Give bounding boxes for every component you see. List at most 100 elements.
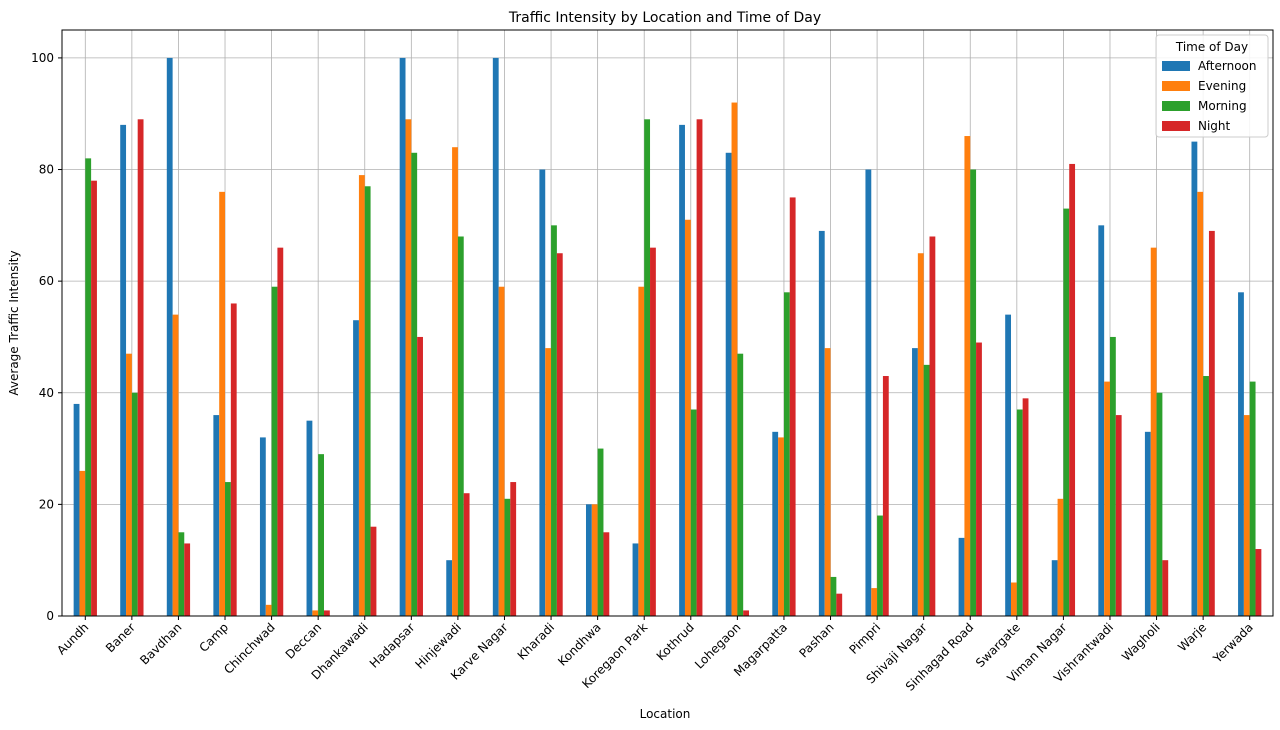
bar-afternoon-15: [772, 431, 779, 616]
bar-night-9: [510, 482, 517, 616]
bars-layer: [73, 57, 1262, 617]
bar-afternoon-1: [120, 124, 127, 616]
bar-night-0: [91, 180, 97, 616]
bar-morning-14: [737, 353, 744, 616]
bar-afternoon-16: [818, 230, 825, 616]
bar-morning-8: [457, 236, 464, 616]
bar-morning-5: [318, 454, 324, 616]
y-tick-label: 100: [31, 51, 54, 65]
bar-night-2: [184, 543, 191, 616]
x-tick-label: Pashan: [796, 620, 836, 660]
bar-afternoon-19: [958, 537, 965, 616]
bar-night-8: [463, 493, 470, 616]
legend-swatch-afternoon: [1162, 61, 1190, 71]
bar-morning-19: [970, 169, 977, 616]
bar-morning-1: [131, 392, 138, 616]
bar-night-11: [603, 532, 610, 616]
bar-night-15: [789, 197, 796, 616]
x-tick-label: Yerwada: [1210, 620, 1256, 666]
bar-night-23: [1162, 560, 1169, 616]
bar-morning-6: [364, 186, 371, 616]
bar-evening-12: [638, 286, 645, 616]
x-tick-label: Wagholi: [1119, 620, 1163, 664]
x-tick-label: Kharadi: [515, 620, 557, 662]
x-tick-label: Aundh: [54, 620, 91, 657]
bar-evening-20: [1011, 582, 1017, 616]
bar-evening-2: [172, 314, 179, 616]
bar-afternoon-9: [492, 57, 499, 616]
bar-evening-17: [871, 588, 878, 616]
x-tick-label: Kondhwa: [555, 620, 604, 669]
bar-afternoon-7: [399, 57, 406, 616]
bar-evening-6: [358, 175, 365, 616]
chart-title: Traffic Intensity by Location and Time o…: [508, 10, 821, 26]
x-tick-label: Pimpri: [847, 620, 884, 657]
bar-morning-0: [85, 158, 92, 616]
bar-morning-21: [1063, 208, 1070, 617]
plot-frame: [61, 29, 1274, 617]
bar-afternoon-12: [632, 543, 639, 616]
bar-evening-18: [917, 253, 924, 616]
bar-afternoon-2: [166, 57, 173, 616]
bar-night-22: [1115, 415, 1122, 616]
legend-label-evening: Evening: [1198, 79, 1246, 93]
bar-night-14: [743, 610, 750, 616]
bar-evening-13: [684, 219, 691, 616]
bar-night-25: [1255, 549, 1262, 616]
bar-afternoon-6: [353, 320, 359, 616]
bar-night-1: [137, 119, 144, 617]
bar-morning-2: [178, 532, 185, 616]
bar-night-20: [1022, 398, 1029, 616]
bar-night-5: [323, 610, 330, 616]
bar-evening-19: [964, 136, 971, 617]
bar-morning-12: [644, 119, 651, 617]
bar-morning-9: [504, 498, 511, 616]
bar-morning-4: [271, 286, 278, 616]
bar-night-17: [882, 376, 889, 616]
bar-night-3: [230, 303, 237, 616]
bar-afternoon-5: [306, 420, 313, 616]
bar-morning-20: [1016, 409, 1023, 616]
bar-evening-5: [312, 610, 319, 616]
bar-morning-18: [923, 364, 930, 616]
bar-afternoon-22: [1098, 225, 1105, 617]
bar-afternoon-25: [1238, 292, 1244, 616]
bar-evening-11: [591, 504, 598, 616]
bar-night-7: [417, 336, 423, 616]
bar-evening-14: [731, 102, 738, 617]
x-tick-label: Kothrud: [654, 620, 697, 663]
bar-evening-1: [126, 353, 132, 616]
bar-afternoon-4: [259, 437, 266, 616]
bar-evening-8: [452, 147, 458, 616]
bar-night-18: [929, 236, 936, 616]
bar-evening-21: [1057, 498, 1064, 616]
legend-swatch-night: [1162, 121, 1190, 131]
x-tick-label: Warje: [1175, 620, 1209, 654]
bar-night-12: [650, 247, 656, 616]
bar-evening-9: [498, 286, 505, 616]
legend: Time of Day Afternoon Evening Morning Night: [1155, 34, 1269, 138]
x-tick-label: Swargate: [973, 620, 1023, 670]
bar-evening-7: [405, 119, 412, 617]
bar-afternoon-23: [1144, 431, 1151, 616]
bar-morning-17: [877, 515, 883, 616]
y-tick-label: 40: [39, 386, 54, 400]
y-tick-label: 0: [46, 609, 54, 623]
bar-afternoon-20: [1005, 314, 1012, 616]
bar-evening-23: [1150, 247, 1157, 616]
bar-night-24: [1208, 230, 1215, 616]
bar-evening-4: [265, 604, 272, 616]
bar-evening-24: [1197, 191, 1204, 616]
bar-evening-16: [824, 348, 831, 616]
bar-afternoon-13: [679, 124, 685, 616]
y-tick-label: 20: [39, 497, 54, 511]
legend-swatch-evening: [1162, 81, 1190, 91]
bar-night-21: [1069, 163, 1076, 616]
bar-morning-24: [1203, 376, 1209, 616]
bar-morning-22: [1109, 336, 1116, 616]
bar-afternoon-3: [213, 415, 220, 616]
bar-afternoon-10: [539, 169, 546, 616]
bar-afternoon-21: [1051, 560, 1058, 616]
